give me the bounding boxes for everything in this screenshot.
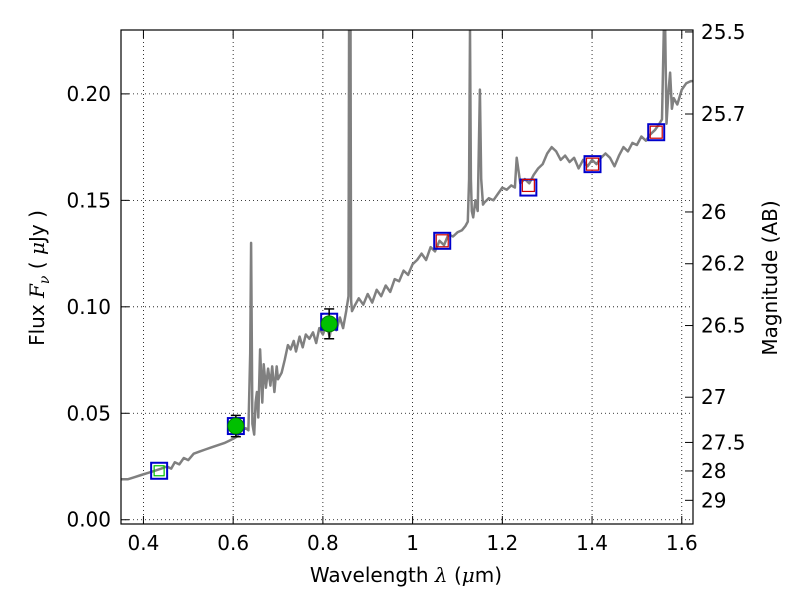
x-tick-label: 0.8 [307,531,339,555]
y2-tick-label: 26.5 [701,314,746,338]
model-flux-square [150,461,169,480]
y2-tick-label: 26 [701,200,726,224]
model-flux-square [433,231,452,250]
y2-tick-label: 28 [701,459,726,483]
grid-lines [121,30,693,524]
y-tick-label: 0.15 [66,188,111,212]
x-tick-label: 1.6 [666,531,698,555]
y2-tick-label: 26.2 [701,252,746,276]
ticks: 0.4 0.6 0.8 1 1.2 1.4 1.6 0.00 0.05 0.10 0.15 0.20 2… [66,20,745,555]
y-axis-mu: μ [25,242,49,255]
plot-frame [120,29,694,525]
x-axis-unit: m) [475,563,502,587]
y-tick-label: 0.05 [66,401,111,425]
x-axis-mu: μ [462,563,475,587]
y-tick-label: 0.10 [66,295,111,319]
y2-tick-label: 29 [701,488,726,512]
y2-tick-label: 25.7 [701,102,746,126]
y-axis-title: Flux Fν ( μJy ) [25,210,53,346]
y-axis-nu: ν [37,275,53,284]
y-tick-label: 0.00 [66,508,111,532]
x-tick-label: 1 [406,531,419,555]
x-tick-label: 0.4 [128,531,160,555]
x-tick-label: 0.6 [217,531,249,555]
x-axis-title: Wavelength λ (μm) [310,563,502,587]
hst-flux-square [585,157,600,171]
model-flux-square [647,123,666,142]
y2-axis-title: Magnitude (AB) [758,200,782,355]
y-tick-label: 0.20 [66,82,111,106]
x-tick-label: 1.4 [576,531,608,555]
photometry-square [153,465,165,477]
hst-flux-square [521,178,535,193]
y2-tick-label: 27.5 [701,430,746,454]
plot-area [121,30,693,481]
x-axis-title-text: Wavelength [310,563,435,587]
y-axis-unit: Jy ) [25,210,49,244]
axes-frame [120,29,694,525]
photometry-point [320,315,338,333]
model-flux-square [583,155,602,174]
y2-tick-label: 27 [701,385,726,409]
y-axis-F: F [25,283,49,299]
hst-flux-square [649,125,663,139]
y-axis-title-text: Flux [25,298,49,346]
photometry-point [227,417,245,435]
x-axis-paren-open: ( [448,563,462,587]
x-axis-lambda: λ [434,563,448,587]
x-tick-label: 1.2 [486,531,518,555]
y-axis-paren-open: ( [25,255,49,276]
y2-tick-label: 25.5 [701,20,746,44]
hst-flux-square [435,234,449,248]
